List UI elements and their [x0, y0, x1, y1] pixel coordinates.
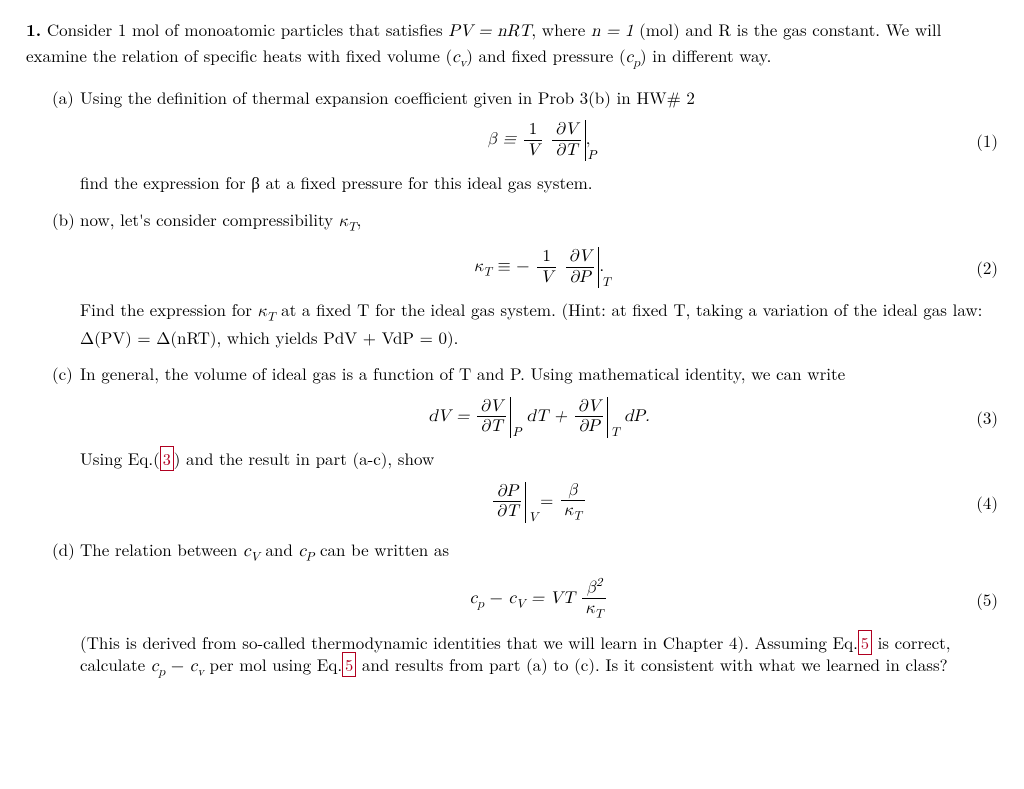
eq4-bar: V: [525, 482, 526, 523]
eq4-number: (4): [976, 491, 998, 514]
part-c: (c) In general, the volume of ideal gas …: [80, 362, 998, 524]
part-c-text: In general, the volume of ideal gas is a…: [80, 361, 845, 385]
eq4-frac2: β κT: [561, 481, 585, 525]
intro-text-4: ) and fixed pressure (: [466, 43, 625, 67]
ref-eq3[interactable]: 3: [160, 446, 174, 471]
problem-intro: Consider 1 mol of monoatomic particles t…: [26, 17, 941, 67]
eq2-trail: .: [599, 258, 604, 275]
part-a: (a) Using the definition of thermal expa…: [80, 86, 998, 194]
equation-3: dV = ∂V ∂T P dT + ∂V ∂P T dP. (3): [80, 395, 998, 439]
ref-eq5a[interactable]: 5: [858, 630, 872, 655]
eq1-frac1: 1 V: [524, 120, 543, 161]
part-d-label: (d): [52, 538, 75, 561]
part-b-text: now, let's consider compressibility κT,: [80, 207, 361, 231]
equation-4: ∂P ∂T V = β κT (4): [80, 480, 998, 524]
eq3-number: (3): [976, 406, 998, 429]
problem: 1. Consider 1 mol of monoatomic particle…: [26, 18, 998, 681]
eq2-lhs: κT: [474, 258, 492, 275]
eq3-mid: dT +: [526, 408, 567, 425]
intro-text-2: , where: [531, 17, 591, 41]
eq2-bar: T: [598, 247, 599, 288]
part-d: (d) The relation between cV and cP can b…: [80, 538, 998, 681]
eq3-bar1: P: [510, 397, 511, 438]
eq2-equiv: ≡ −: [492, 258, 530, 275]
eq1-trail: ,: [586, 131, 591, 148]
equation-2: κT ≡ − 1 V ∂V ∂P T. (2): [80, 246, 998, 290]
part-d-after: (This is derived from so-called thermody…: [80, 631, 998, 682]
part-c-label: (c): [52, 362, 73, 385]
eq3-lhs: dV =: [428, 408, 469, 425]
eq2-frac1: 1 V: [537, 247, 556, 288]
part-c-mid: Using Eq.(3) and the result in part (a-c…: [80, 447, 998, 470]
part-a-after: find the expression for β at a fixed pre…: [80, 171, 998, 194]
eq5-cv: cV: [509, 590, 526, 607]
eq5-minus: −: [484, 590, 509, 607]
eq5-number: (5): [976, 588, 998, 611]
eq5-frac: β2 κT: [582, 576, 606, 622]
part-b: (b) now, let's consider compressibility …: [80, 208, 998, 349]
eq4-eq: =: [540, 493, 559, 510]
intro-cv: cv: [452, 49, 466, 66]
intro-eq-pv: PV = nRT: [448, 23, 531, 40]
part-a-label: (a): [52, 86, 74, 109]
eq1-number: (1): [976, 129, 998, 152]
equation-5: cp − cV = VT β2 κT (5): [80, 576, 998, 622]
intro-text-1: Consider 1 mol of monoatomic particles t…: [47, 17, 448, 41]
eq5-cp: cp: [470, 590, 484, 607]
eq2-frac2: ∂V ∂P: [566, 247, 595, 288]
eq4-frac1: ∂P ∂T: [493, 482, 521, 523]
problem-number: 1.: [26, 18, 41, 42]
eq3-frac1: ∂V ∂T: [477, 397, 506, 438]
eq1-lhs: β ≡: [488, 131, 516, 148]
part-b-label: (b): [52, 208, 75, 231]
eq3-post: dP.: [624, 408, 650, 425]
eq3-bar2: T: [607, 397, 608, 438]
part-a-text: Using the definition of thermal expansio…: [80, 85, 695, 109]
eq2-number: (2): [976, 256, 998, 279]
ref-eq5b[interactable]: 5: [342, 652, 356, 677]
eq5-eq: = VT: [525, 590, 575, 607]
eq3-frac2: ∂V ∂P: [575, 397, 604, 438]
part-b-after: Find the expression for κT at a fixed T …: [80, 298, 998, 349]
equation-1: β ≡ 1 V ∂V ∂T P, (1): [80, 119, 998, 163]
eq1-frac2: ∂V ∂T: [552, 120, 581, 161]
part-d-text: The relation between cV and cP can be wr…: [80, 537, 449, 561]
intro-eq-n: n = 1: [591, 23, 633, 40]
intro-text-5: ) in different way.: [640, 43, 771, 67]
eq1-bar: P: [585, 120, 586, 161]
intro-cp: cp: [626, 49, 640, 66]
